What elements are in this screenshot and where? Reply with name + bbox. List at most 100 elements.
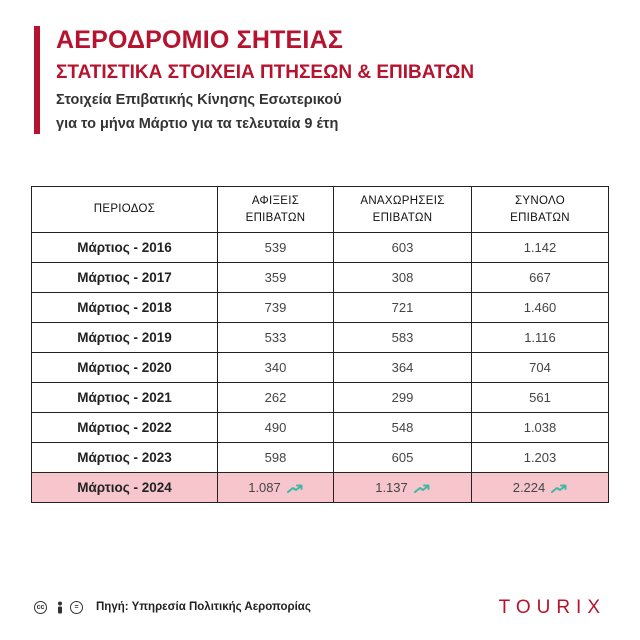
- table-row: Μάρτιος - 2020 340 364 704: [31, 352, 609, 383]
- passenger-stats-table: ΠΕΡΙΟΔΟΣ ΑΦΙΞΕΙΣ ΕΠΙΒΑΤΩΝ ΑΝΑΧΩΡΗΣΕΙΣ ΕΠΙΒ…: [31, 186, 609, 503]
- header-arrivals: ΑΦΙΞΕΙΣ ΕΠΙΒΑΤΩΝ: [217, 186, 334, 233]
- departures-cell: 603: [333, 232, 472, 263]
- arrivals-cell: 739: [217, 292, 334, 323]
- total-cell-value: 1.203: [523, 450, 557, 465]
- period-cell-value: Μάρτιος - 2021: [77, 390, 172, 405]
- period-cell-value: Μάρτιος - 2023: [77, 450, 172, 465]
- arrivals-cell-value: 262: [264, 390, 287, 405]
- period-cell-value: Μάρτιος - 2019: [77, 330, 172, 345]
- trend-up-icon: [551, 484, 567, 493]
- trend-up-icon: [413, 484, 430, 493]
- total-cell: 1.038: [471, 412, 609, 443]
- departures-cell: 548: [333, 412, 472, 443]
- departures-cell-value: 583: [391, 330, 414, 345]
- departures-cell-value: 308: [391, 270, 414, 285]
- by-person-icon: [53, 601, 66, 614]
- header-departures: ΑΝΑΧΩΡΗΣΕΙΣ ΕΠΙΒΑΤΩΝ: [333, 186, 472, 233]
- table-header-row: ΠΕΡΙΟΔΟΣ ΑΦΙΞΕΙΣ ΕΠΙΒΑΤΩΝ ΑΝΑΧΩΡΗΣΕΙΣ ΕΠΙΒ…: [31, 186, 609, 233]
- arrivals-cell-value: 598: [264, 450, 287, 465]
- arrivals-cell-value: 539: [264, 240, 287, 255]
- total-cell: 2.224: [471, 472, 609, 503]
- total-cell-value: 667: [529, 270, 551, 285]
- period-cell: Μάρτιος - 2020: [31, 352, 218, 383]
- total-cell-value: 1.142: [523, 240, 557, 255]
- table-body: Μάρτιος - 2016 539 603 1.142 Μάρτιος - 2017 3…: [31, 232, 609, 503]
- description-line-2: για το μήνα Μάρτιο για τα τελευταία 9 έτ…: [56, 116, 339, 132]
- total-cell-value: 561: [529, 390, 551, 405]
- total-cell: 704: [471, 352, 609, 383]
- period-cell: Μάρτιος - 2019: [31, 322, 218, 353]
- period-cell: Μάρτιος - 2018: [31, 292, 218, 323]
- arrivals-cell: 340: [217, 352, 334, 383]
- total-cell: 1.142: [471, 232, 609, 263]
- header-period: ΠΕΡΙΟΔΟΣ: [31, 186, 218, 233]
- departures-cell-value: 364: [391, 360, 414, 375]
- total-cell: 561: [471, 382, 609, 413]
- table-row: Μάρτιος - 2023 598 605 1.203: [31, 442, 609, 473]
- departures-cell-value: 605: [391, 450, 414, 465]
- arrivals-cell: 533: [217, 322, 334, 353]
- period-cell: Μάρτιος - 2023: [31, 442, 218, 473]
- total-cell-value: 1.460: [523, 300, 557, 315]
- source-text: Πηγή: Υπηρεσία Πολιτικής Αεροπορίας: [96, 601, 311, 613]
- departures-cell: 721: [333, 292, 472, 323]
- arrivals-cell: 490: [217, 412, 334, 443]
- header: ΑΕΡΟΔΡΟΜΙΟ ΣΗΤΕΙΑΣ ΣΤΑΤΙΣΤΙΚΑ ΣΤΟΙΧΕΙΑ Π…: [34, 22, 614, 136]
- period-cell: Μάρτιος - 2016: [31, 232, 218, 263]
- period-cell-value: Μάρτιος - 2022: [77, 420, 172, 435]
- period-cell: Μάρτιος - 2024: [31, 472, 218, 503]
- arrivals-cell: 262: [217, 382, 334, 413]
- arrivals-cell: 359: [217, 262, 334, 293]
- period-cell-value: Μάρτιος - 2017: [77, 270, 172, 285]
- description-line-1: Στοιχεία Επιβατικής Κίνησης Εσωτερικού: [56, 92, 342, 108]
- period-cell: Μάρτιος - 2022: [31, 412, 218, 443]
- total-cell-value: 704: [529, 360, 551, 375]
- departures-cell-value: 603: [391, 240, 414, 255]
- table-row: Μάρτιος - 2022 490 548 1.038: [31, 412, 609, 443]
- nc-equal-icon: =: [70, 601, 83, 614]
- table-row: Μάρτιος - 2019 533 583 1.116: [31, 322, 609, 353]
- departures-cell-value: 721: [391, 300, 414, 315]
- page-subtitle: ΣΤΑΤΙΣΤΙΚΑ ΣΤΟΙΧΕΙΑ ΠΤΗΣΕΩΝ & ΕΠΙΒΑΤΩΝ: [56, 62, 475, 83]
- total-cell: 1.116: [471, 322, 609, 353]
- arrivals-cell-value: 490: [264, 420, 287, 435]
- period-cell: Μάρτιος - 2017: [31, 262, 218, 293]
- departures-cell-value: 1.137: [375, 480, 408, 495]
- footer: cc = Πηγή: Υπηρεσία Πολιτικής Αεροπορίας…: [34, 597, 614, 620]
- table-row: Μάρτιος - 2021 262 299 561: [31, 382, 609, 413]
- arrivals-cell-value: 359: [264, 270, 287, 285]
- departures-cell: 308: [333, 262, 472, 293]
- departures-cell-value: 548: [391, 420, 414, 435]
- departures-cell: 364: [333, 352, 472, 383]
- arrivals-cell: 1.087: [217, 472, 334, 503]
- departures-cell: 299: [333, 382, 472, 413]
- brand-logo: TOURIX: [498, 597, 606, 618]
- arrivals-cell: 598: [217, 442, 334, 473]
- total-cell-value: 1.116: [524, 330, 556, 345]
- trend-up-icon: [286, 484, 303, 493]
- departures-cell-value: 299: [391, 390, 414, 405]
- period-cell-value: Μάρτιος - 2024: [77, 480, 172, 495]
- departures-cell: 605: [333, 442, 472, 473]
- arrivals-cell-value: 533: [264, 330, 287, 345]
- total-cell: 667: [471, 262, 609, 293]
- header-total: ΣΥΝΟΛΟ ΕΠΙΒΑΤΩΝ: [471, 186, 609, 233]
- accent-bar: [34, 26, 40, 134]
- period-cell: Μάρτιος - 2021: [31, 382, 218, 413]
- arrivals-cell: 539: [217, 232, 334, 263]
- arrivals-cell-value: 739: [264, 300, 287, 315]
- page-title: ΑΕΡΟΔΡΟΜΙΟ ΣΗΤΕΙΑΣ: [56, 26, 344, 54]
- period-cell-value: Μάρτιος - 2018: [77, 300, 172, 315]
- total-cell: 1.460: [471, 292, 609, 323]
- cc-icon: cc: [34, 601, 47, 614]
- table-row: Μάρτιος - 2016 539 603 1.142: [31, 232, 609, 263]
- departures-cell: 1.137: [333, 472, 472, 503]
- total-cell-value: 2.224: [512, 480, 546, 495]
- period-cell-value: Μάρτιος - 2020: [77, 360, 172, 375]
- total-cell-value: 1.038: [523, 420, 557, 435]
- table-row: Μάρτιος - 2017 359 308 667: [31, 262, 609, 293]
- arrivals-cell-value: 340: [264, 360, 287, 375]
- period-cell-value: Μάρτιος - 2016: [77, 240, 172, 255]
- arrivals-cell-value: 1.087: [248, 480, 281, 495]
- table-row: Μάρτιος - 2018 739 721 1.460: [31, 292, 609, 323]
